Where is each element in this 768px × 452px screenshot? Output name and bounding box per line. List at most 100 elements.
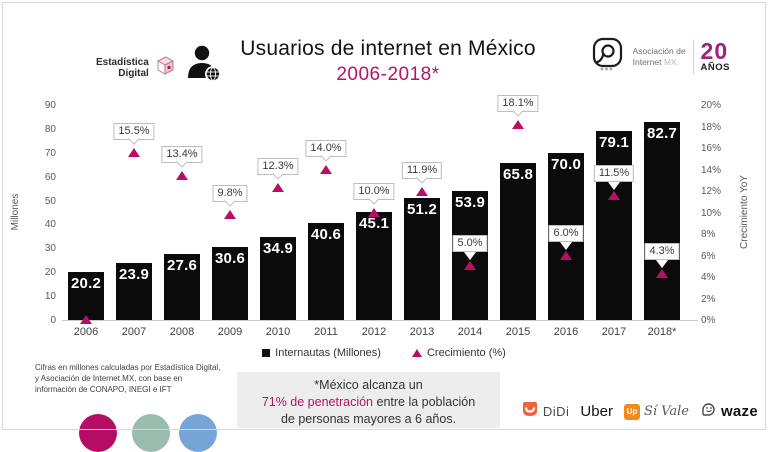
growth-callout-pointer [608,182,620,191]
growth-triangle-marker [368,207,380,217]
bar-2007: 23.9 [116,263,152,320]
waze-logo: waze [700,401,758,423]
footnote-line3: información de CONAPO, INEGI e IFT [35,384,172,394]
y-axis-tick-left: 80 [44,123,56,135]
y-axis-tick-right: 12% [701,186,722,197]
waze-wordmark: waze [720,403,758,420]
penetration-note: *México alcanza un 71% de penetración en… [237,372,500,428]
bar-value-label: 45.1 [359,215,389,232]
growth-triangle-marker [128,148,140,158]
bar-2010: 34.9 [260,237,296,320]
sivale-wordmark: Sí Vale [643,404,689,419]
uber-logo: Uber [580,403,613,420]
footnote-line1: Cifras en millones calculadas por Estadí… [35,363,221,372]
bar-2009: 30.6 [212,247,248,320]
bar-value-label: 34.9 [263,240,293,257]
y-axis-tick-left: 90 [44,100,56,111]
asociacion-at-icon [590,36,626,77]
y-axis-tick-left: 0 [50,315,56,326]
note-highlight: 71% de penetración [261,394,374,409]
combo-chart: 0 10 20 30 40 50 60 70 80 90 0% 2% 4% 6% 8% 10% 12% 14% 16… [10,95,750,338]
page-title: Usuarios de internet en México [240,37,536,60]
source-footnote: Cifras en millones calculadas por Estadí… [35,363,250,395]
y-axis-tick-left: 20 [44,267,56,279]
x-axis-line [62,320,698,321]
bar-value-label: 40.6 [311,226,341,243]
estadistica-digital-logo: Estadística Digital [96,52,178,83]
y-axis-label-left: Millones [10,193,21,231]
didi-logo: DiDi [521,400,570,423]
growth-callout-pointer [560,241,572,250]
y-axis-tick-right: 2% [701,293,716,305]
bar-value-label: 53.9 [455,194,485,211]
bar-value-label: 23.9 [119,266,149,283]
legend-label-internautas: Internautas (Millones) [275,347,381,359]
growth-triangle-marker [560,250,572,260]
brand-left-line1: Estadística [96,56,149,68]
bar-2017: 79.1 [596,131,632,320]
bar-value-label: 79.1 [599,134,629,151]
y-axis-tick-left: 30 [44,243,56,255]
y-axis-tick-right: 16% [701,143,722,154]
growth-callout: 11.5% [593,165,635,183]
bar-value-label: 65.8 [503,166,533,183]
growth-callout: 12.3% [257,157,299,175]
legend-item-internautas: Internautas (Millones) [262,347,381,359]
y-axis-tick-left: 60 [44,171,56,183]
y-axis-tick-right: 8% [701,229,716,240]
note-line1: *México alcanza un [314,378,423,392]
y-axis-tick-right: 18% [701,121,722,133]
asociacion-line2: Internet MX. [632,56,679,67]
growth-triangle-marker [608,191,620,201]
anniversary-badge: 20 AÑOS [701,40,730,73]
waze-icon [700,401,717,423]
bar-marker-icon [262,349,271,357]
x-axis-label: 2010 [265,326,291,338]
asociacion-wordmark: Asociación de Internet MX. [633,46,686,67]
bar-value-label: 20.2 [71,275,101,292]
bar-2018: 82.7 [644,122,680,320]
growth-triangle-marker [80,315,92,324]
bar-value-label: 30.6 [215,250,245,267]
growth-triangle-marker [464,261,476,271]
x-axis-label: 2016 [553,326,579,338]
growth-callout: 5.0% [452,235,488,253]
bar-value-label: 51.2 [407,201,437,218]
growth-triangle-marker [224,209,236,219]
legend-item-crecimiento: Crecimiento (%) [411,347,506,359]
y-axis-tick-right: 10% [701,207,722,219]
asociacion-internet-logo: Asociación de Internet MX. 20 AÑOS [590,36,730,77]
page-subtitle: 2006-2018* [336,64,440,85]
bar-2011: 40.6 [308,223,344,320]
note-line3: de personas mayores a 6 años. [280,411,457,426]
x-axis-label: 2014 [457,326,483,338]
footnote-line2: y Asociación de Internet.MX, con base en [35,373,183,383]
bar-2012: 45.1 [356,212,392,320]
up-badge-icon: Up [623,403,640,420]
x-axis-label: 2007 [121,326,147,338]
bar-2015: 65.8 [500,163,536,320]
y-axis-tick-right: 20% [701,100,722,111]
brand-left-line2: Digital [118,67,149,79]
logo-divider [692,39,694,74]
internet-user-icon [182,42,224,89]
x-axis-label: 2015 [505,326,531,338]
growth-callout: 4.3% [644,242,680,260]
growth-callout: 11.9% [401,162,443,180]
x-axis-label: 2011 [314,326,338,338]
asociacion-line1: Asociación de [632,45,686,56]
dice-cube-icon [152,52,178,83]
y-axis-tick-left: 10 [44,291,56,303]
didi-icon [521,400,539,423]
y-axis-tick-left: 70 [44,147,56,159]
y-axis-label-right: Crecimiento YoY [739,175,750,249]
anniversary-number: 20 [700,38,729,65]
estadistica-digital-wordmark: Estadística Digital [96,57,149,79]
didi-wordmark: DiDi [542,404,570,419]
y-axis-tick-left: 40 [44,219,56,231]
bar-2008: 27.6 [164,254,200,320]
triangle-marker-icon [411,349,422,357]
growth-triangle-marker [656,268,668,278]
note-line2: 71% de penetración entre la población [261,394,476,409]
x-axis-label: 2018* [647,326,677,338]
